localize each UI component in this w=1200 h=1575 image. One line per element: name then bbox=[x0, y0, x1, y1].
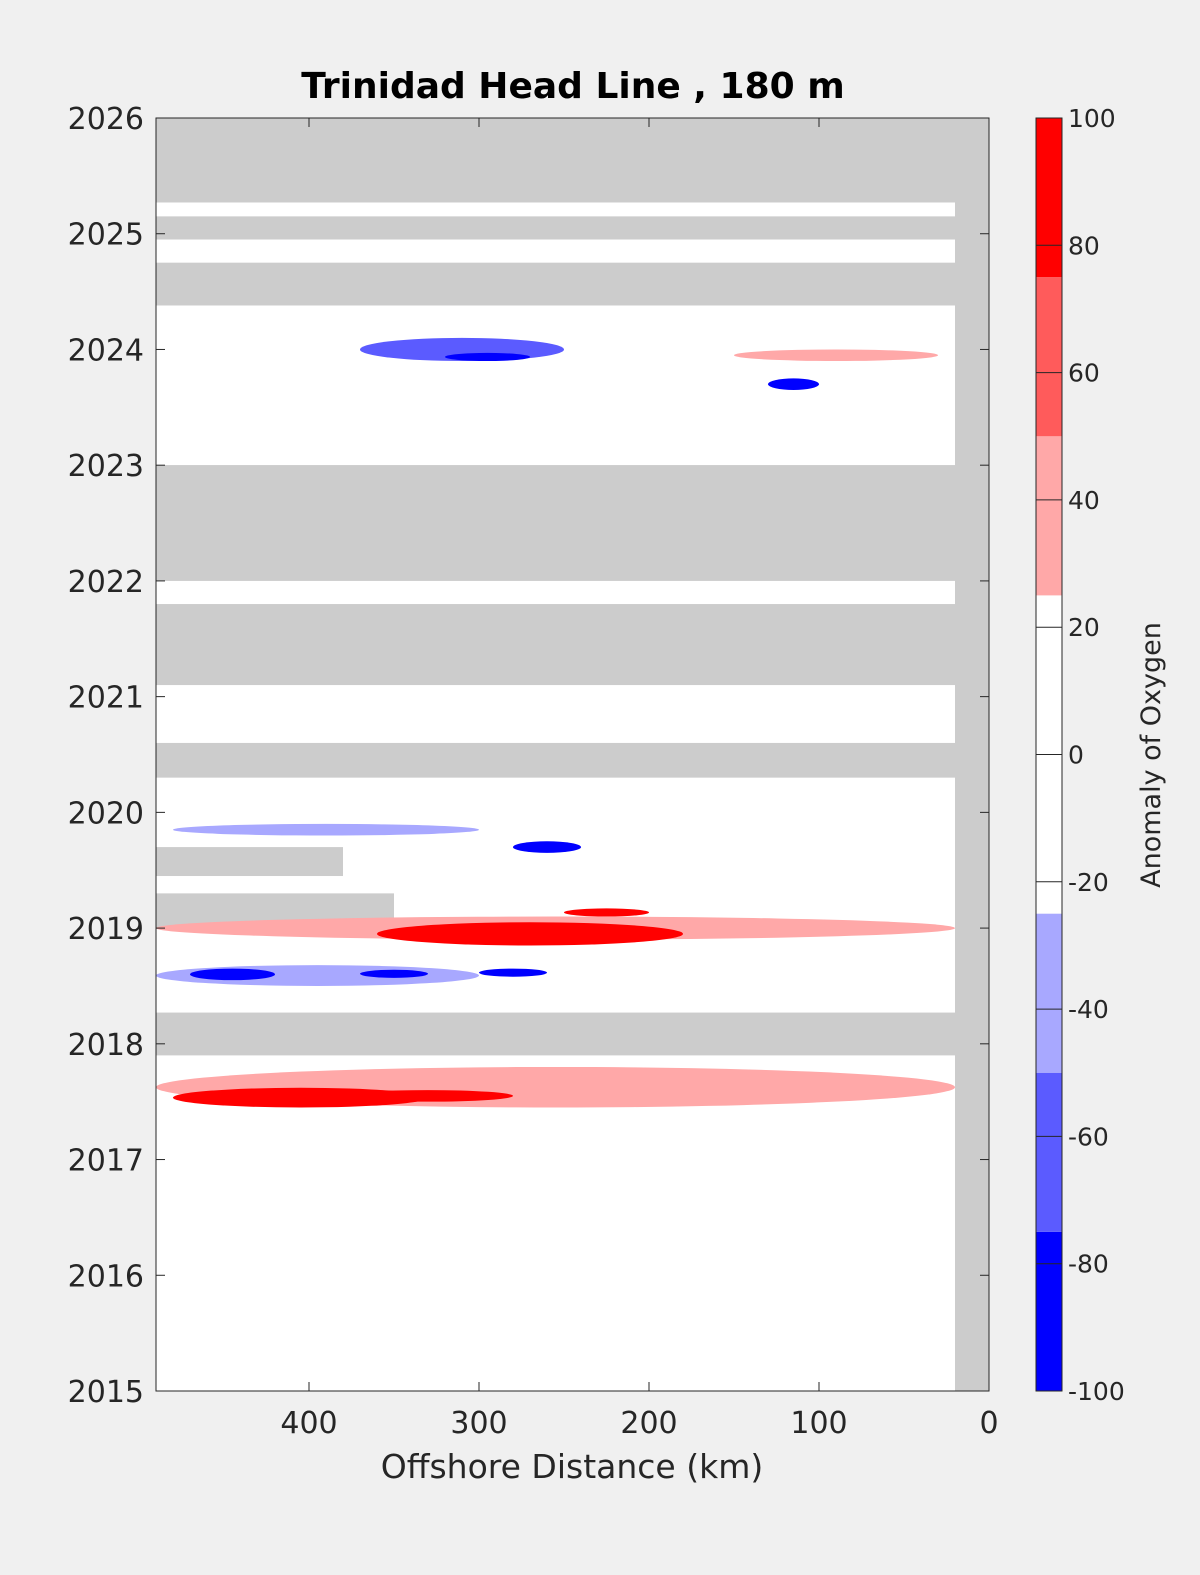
colorbar-tick-label: -100 bbox=[1068, 1377, 1125, 1406]
colorbar-tick-label: 40 bbox=[1068, 486, 1100, 515]
no-data-band bbox=[156, 742, 989, 778]
no-data-band bbox=[156, 465, 989, 581]
colorbar-segment bbox=[1036, 1072, 1062, 1232]
colorbar-label: Anomaly of Oxygen bbox=[1136, 622, 1167, 888]
anomaly-layer bbox=[156, 337, 955, 1108]
no-data-band bbox=[156, 262, 989, 306]
x-axis-label: Offshore Distance (km) bbox=[381, 1447, 763, 1486]
x-tick-label: 100 bbox=[790, 1406, 847, 1441]
colorbar-tick-label: -80 bbox=[1068, 1250, 1109, 1279]
colorbar-tick-label: 60 bbox=[1068, 359, 1100, 388]
anomaly-patch bbox=[190, 968, 275, 981]
y-tick-label: 2018 bbox=[68, 1028, 144, 1063]
x-tick-label: 400 bbox=[280, 1406, 337, 1441]
x-tick-label: 300 bbox=[450, 1406, 507, 1441]
anomaly-patch bbox=[173, 823, 479, 836]
colorbar-segment bbox=[1036, 118, 1062, 278]
no-data-band bbox=[156, 216, 989, 240]
anomaly-patch bbox=[360, 969, 428, 978]
no-data-band bbox=[156, 604, 989, 686]
y-tick-label: 2021 bbox=[68, 681, 144, 716]
colorbar-segment bbox=[1036, 436, 1062, 596]
colorbar-segment bbox=[1036, 913, 1062, 1073]
colorbar-tick-label: 20 bbox=[1068, 613, 1100, 642]
y-tick-label: 2015 bbox=[68, 1375, 144, 1410]
y-tick-label: 2023 bbox=[68, 449, 144, 484]
anomaly-patch bbox=[513, 841, 581, 853]
y-tick-label: 2024 bbox=[68, 333, 144, 368]
anomaly-patch bbox=[445, 352, 530, 362]
y-tick-label: 2017 bbox=[68, 1144, 144, 1179]
no-data-band bbox=[955, 118, 989, 1391]
y-tick-label: 2020 bbox=[68, 796, 144, 831]
colorbar-tick-label: -60 bbox=[1068, 1122, 1109, 1151]
y-tick-label: 2019 bbox=[68, 912, 144, 947]
plot-area bbox=[156, 118, 989, 1391]
x-tick-label: 0 bbox=[979, 1406, 998, 1441]
anomaly-patch bbox=[479, 968, 547, 977]
anomaly-patch bbox=[564, 908, 649, 917]
anomaly-patch bbox=[343, 1090, 513, 1102]
colorbar-tick-label: 0 bbox=[1068, 741, 1084, 770]
y-axis: 2015 2016 2017 2018 2019 2020 2021 2022 2023 2024… bbox=[68, 102, 989, 1410]
y-tick-label: 2022 bbox=[68, 565, 144, 600]
colorbar-tick-label: 100 bbox=[1068, 104, 1116, 133]
no-data-band bbox=[156, 1012, 989, 1056]
y-tick-label: 2026 bbox=[68, 102, 144, 137]
no-data-layer bbox=[156, 118, 989, 1391]
chart-title: Trinidad Head Line , 180 m bbox=[301, 66, 844, 107]
y-tick-label: 2016 bbox=[68, 1259, 144, 1294]
colorbar-tick-label: -40 bbox=[1068, 995, 1109, 1024]
anomaly-patch bbox=[377, 922, 683, 946]
plot-frame bbox=[155, 117, 990, 1392]
anomaly-patch bbox=[734, 349, 938, 362]
colorbar-tick-label: -20 bbox=[1068, 868, 1109, 897]
y-tick-label: 2025 bbox=[68, 218, 144, 253]
x-tick-label: 200 bbox=[620, 1406, 677, 1441]
anomaly-patch bbox=[768, 378, 819, 390]
colorbar-segment bbox=[1036, 277, 1062, 437]
colorbar-segment bbox=[1036, 1231, 1062, 1391]
x-axis: 400 300 200 100 0 bbox=[280, 118, 999, 1441]
no-data-band bbox=[156, 847, 343, 877]
colorbar-tick-label: 80 bbox=[1068, 231, 1100, 260]
no-data-band bbox=[156, 118, 989, 203]
colorbar: -100 -80 -60 -40 -20 0 20 40 60 80 100 bbox=[1035, 104, 1125, 1406]
